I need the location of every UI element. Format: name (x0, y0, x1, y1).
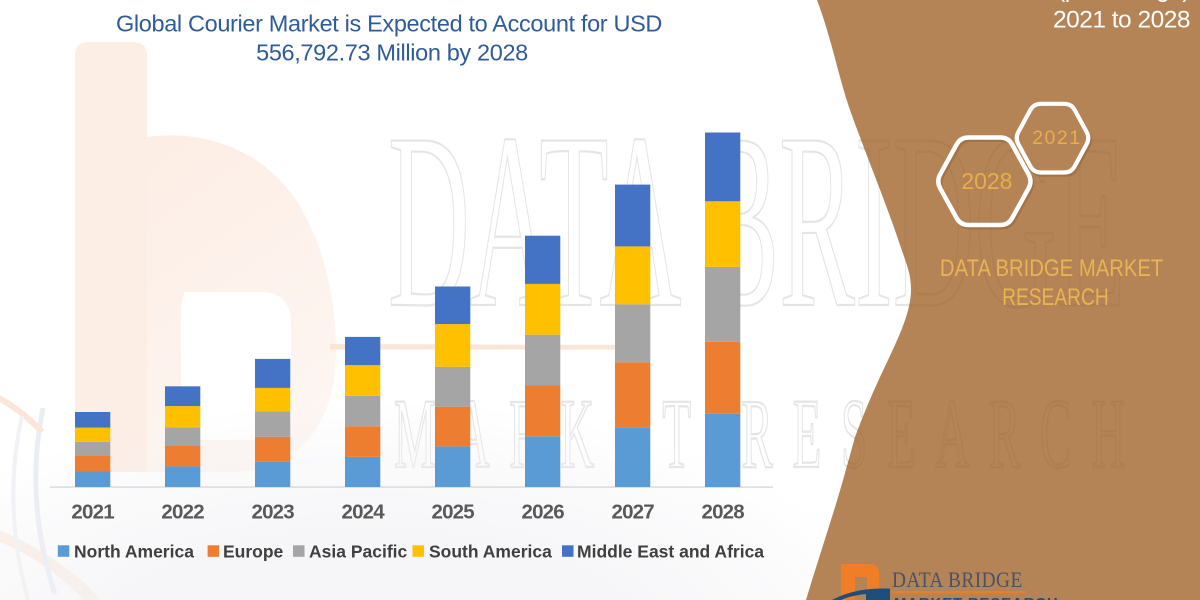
svg-text:2021 to 2028: 2021 to 2028 (1053, 7, 1190, 34)
svg-text:DATA BRIDGE: DATA BRIDGE (892, 569, 1023, 592)
svg-text:2028: 2028 (961, 168, 1012, 194)
svg-text:2023: 2023 (251, 501, 294, 524)
svg-text:DATA BRIDGE MARKET: DATA BRIDGE MARKET (940, 254, 1164, 281)
svg-text:2028: 2028 (701, 501, 744, 524)
svg-text:RESEARCH: RESEARCH (1002, 283, 1109, 311)
svg-text:2021: 2021 (1032, 127, 1081, 149)
svg-text:2021: 2021 (71, 501, 114, 524)
svg-text:MARKET RESEARCH: MARKET RESEARCH (894, 595, 1059, 600)
svg-text:2025: 2025 (431, 501, 474, 524)
svg-text:2027: 2027 (611, 501, 654, 524)
svg-text:2022: 2022 (161, 501, 204, 524)
svg-text:Middle East and Africa: Middle East and Africa (577, 542, 764, 562)
svg-text:North America: North America (74, 542, 194, 562)
svg-text:556,792.73 Million by 2028: 556,792.73 Million by 2028 (256, 40, 528, 66)
svg-text:2024: 2024 (341, 501, 385, 524)
svg-text:2026: 2026 (521, 501, 564, 524)
svg-text:(percentage): (percentage) (1057, 0, 1190, 3)
svg-text:Europe: Europe (223, 542, 284, 562)
svg-text:Global Courier Market is Expec: Global Courier Market is Expected to Acc… (116, 11, 662, 37)
svg-text:South America: South America (429, 542, 552, 562)
svg-text:Asia Pacific: Asia Pacific (309, 542, 408, 562)
